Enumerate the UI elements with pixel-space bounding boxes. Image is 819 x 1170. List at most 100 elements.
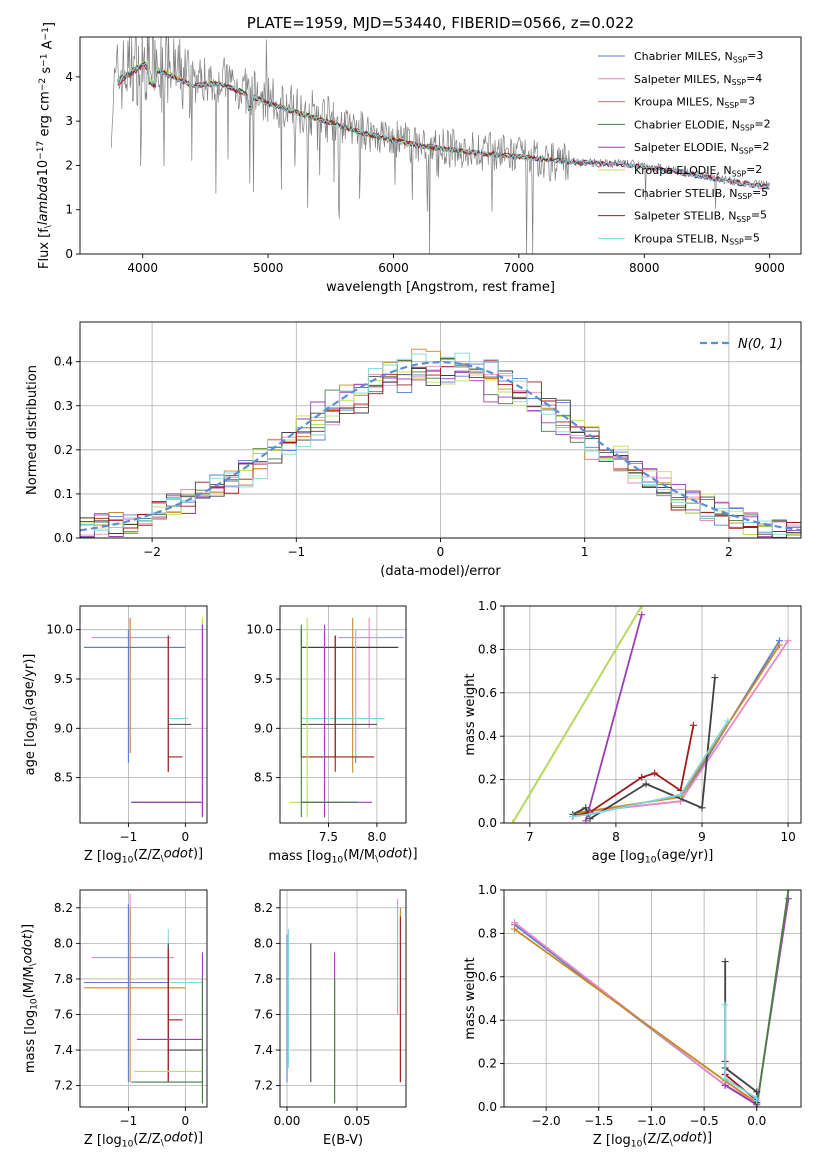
mass-weight-marker xyxy=(721,1001,729,1009)
y-tick-label: 7.6 xyxy=(254,1008,273,1022)
y-tick-label: 0.4 xyxy=(478,1013,497,1027)
mass-weight-marker xyxy=(775,641,783,649)
legend-entry: Chabrier MILES, NSSP=3 xyxy=(634,49,763,64)
y-tick-label: 0.3 xyxy=(54,399,73,413)
legend-entry: Chabrier ELODIE, NSSP=2 xyxy=(634,117,771,132)
spectrum-legend: Chabrier MILES, NSSP=3 Salpeter MILES, NS… xyxy=(598,49,771,247)
x-tick-label: 0 xyxy=(182,830,190,844)
x-tick-label: 8.0 xyxy=(367,830,386,844)
mass-weight-marker xyxy=(651,769,659,777)
y-tick-label: 0.8 xyxy=(478,926,497,940)
x-tick-label: 1 xyxy=(581,545,589,559)
y-tick-label: 8.2 xyxy=(54,901,73,915)
spectrum-panel: 4000 5000 6000 7000 8000 9000 0 1 2 3 4 wavelength … xyxy=(36,14,802,295)
y-tick-label: 1.0 xyxy=(478,599,497,613)
mass-weight-line xyxy=(513,921,758,1104)
x-tick-label: −1 xyxy=(120,830,138,844)
x-tick-label: 8 xyxy=(612,830,620,844)
y-tick-label: 0.2 xyxy=(478,773,497,787)
y-tick-label: 0.0 xyxy=(54,531,73,545)
y-tick-label: 0.2 xyxy=(478,1057,497,1071)
x-tick-label: 6000 xyxy=(378,261,409,275)
x-tick-label: 7000 xyxy=(504,261,535,275)
legend-entry: Kroupa ELODIE, NSSP=2 xyxy=(634,163,762,178)
x-tick-label: 8000 xyxy=(629,261,660,275)
mass-weight-line xyxy=(572,640,781,818)
x-axis-label: Z [log10(Z/Z\odot)] xyxy=(593,1131,712,1150)
x-tick-label: 0.0 xyxy=(747,1114,766,1128)
model-spectrum-line xyxy=(117,62,770,189)
x-tick-label: 0 xyxy=(182,1114,190,1128)
y-axis-label: Normed distribution xyxy=(25,365,40,495)
legend-entry: Chabrier STELIB, NSSP=5 xyxy=(634,186,768,201)
mass-weight-line xyxy=(755,890,790,1107)
weight_vs_age-panel: 7 8 9 10 0.0 0.2 0.4 0.6 0.8 1.0 age [log10(age/yr… xyxy=(463,599,802,866)
y-tick-label: 0.0 xyxy=(478,1100,497,1114)
age_vs_mass-plot-area xyxy=(289,617,405,818)
spectrum-plot-area xyxy=(110,37,771,254)
mass-weight-marker xyxy=(753,1088,761,1096)
y-tick-label: 10.0 xyxy=(246,623,273,637)
age_vs_z-plot-area xyxy=(83,617,203,818)
weight_vs_z-plot-area xyxy=(511,890,792,1107)
mass-weight-line xyxy=(513,928,758,1104)
x-axis-label: mass [log10(M/M\odot)] xyxy=(268,847,417,866)
mass-weight-marker xyxy=(753,1096,761,1104)
axes-frame xyxy=(503,605,802,824)
legend-entry: N(0, 1) xyxy=(738,337,783,352)
y-tick-label: 7.4 xyxy=(254,1043,273,1057)
y-axis-label: mass weight xyxy=(463,957,478,1039)
mass-weight-marker xyxy=(698,804,706,812)
x-tick-label: 0 xyxy=(437,545,445,559)
y-tick-label: 0.0 xyxy=(478,816,497,830)
x-tick-label: 7 xyxy=(526,830,534,844)
y-tick-label: 9.0 xyxy=(254,721,273,735)
x-tick-label: 9 xyxy=(698,830,706,844)
mass-weight-marker xyxy=(711,674,719,682)
mass-weight-marker xyxy=(638,611,646,619)
y-tick-label: 0.2 xyxy=(54,443,73,457)
y-tick-label: 1 xyxy=(65,203,73,217)
x-axis-label: E(B-V) xyxy=(323,1133,363,1148)
mass_vs_ebv-plot-area xyxy=(286,898,401,1104)
axes-frame xyxy=(79,36,802,255)
mass-weight-marker xyxy=(721,958,729,966)
mass-weight-marker xyxy=(582,817,590,823)
y-tick-label: 10.0 xyxy=(46,623,73,637)
x-tick-label: 7.5 xyxy=(319,830,338,844)
mass-weight-marker xyxy=(509,819,517,823)
mass-weight-marker xyxy=(586,810,594,818)
y-tick-label: 8.5 xyxy=(54,771,73,785)
x-tick-label: −1.0 xyxy=(637,1114,666,1128)
axes-frame xyxy=(503,889,802,1108)
mass-weight-marker xyxy=(721,1081,729,1089)
y-tick-label: 0.8 xyxy=(478,642,497,656)
y-tick-label: 9.0 xyxy=(54,721,73,735)
mass-weight-marker xyxy=(721,1075,729,1083)
y-axis-label: age [log10(age/yr)] xyxy=(22,654,40,776)
y-tick-label: 8.5 xyxy=(254,771,273,785)
mass-weight-marker xyxy=(689,721,697,729)
axes-frame xyxy=(79,605,208,824)
x-tick-label: −1.5 xyxy=(584,1114,613,1128)
y-tick-label: 7.8 xyxy=(254,972,273,986)
x-tick-label: −1 xyxy=(287,545,305,559)
y-tick-label: 9.5 xyxy=(254,672,273,686)
mass-weight-marker xyxy=(638,606,646,610)
axes-frame xyxy=(279,889,407,1108)
axes-frame xyxy=(279,605,407,824)
chart-title: PLATE=1959, MJD=53440, FIBERID=0566, z=0… xyxy=(247,14,634,32)
x-axis-label: Z [log10(Z/Z\odot)] xyxy=(84,1131,203,1150)
residuals-panel: −2 −1 0 1 2 0.0 0.1 0.2 0.3 0.4 (data-model)/error… xyxy=(25,321,802,579)
mass-weight-marker xyxy=(511,919,519,927)
y-axis-label: Flux [f\lambda10−17 erg cm−2 s−1 A−1] xyxy=(36,22,57,269)
residuals-plot-area xyxy=(80,348,801,538)
x-tick-label: −1 xyxy=(120,1114,138,1128)
x-tick-label: −0.5 xyxy=(690,1114,719,1128)
x-axis-label: (data-model)/error xyxy=(380,564,501,579)
y-tick-label: 0.4 xyxy=(478,729,497,743)
mass-weight-marker xyxy=(784,637,792,645)
y-axis-label: mass [log10(M/M\odot)] xyxy=(21,924,40,1073)
mass_vs_z-plot-area xyxy=(83,893,203,1104)
